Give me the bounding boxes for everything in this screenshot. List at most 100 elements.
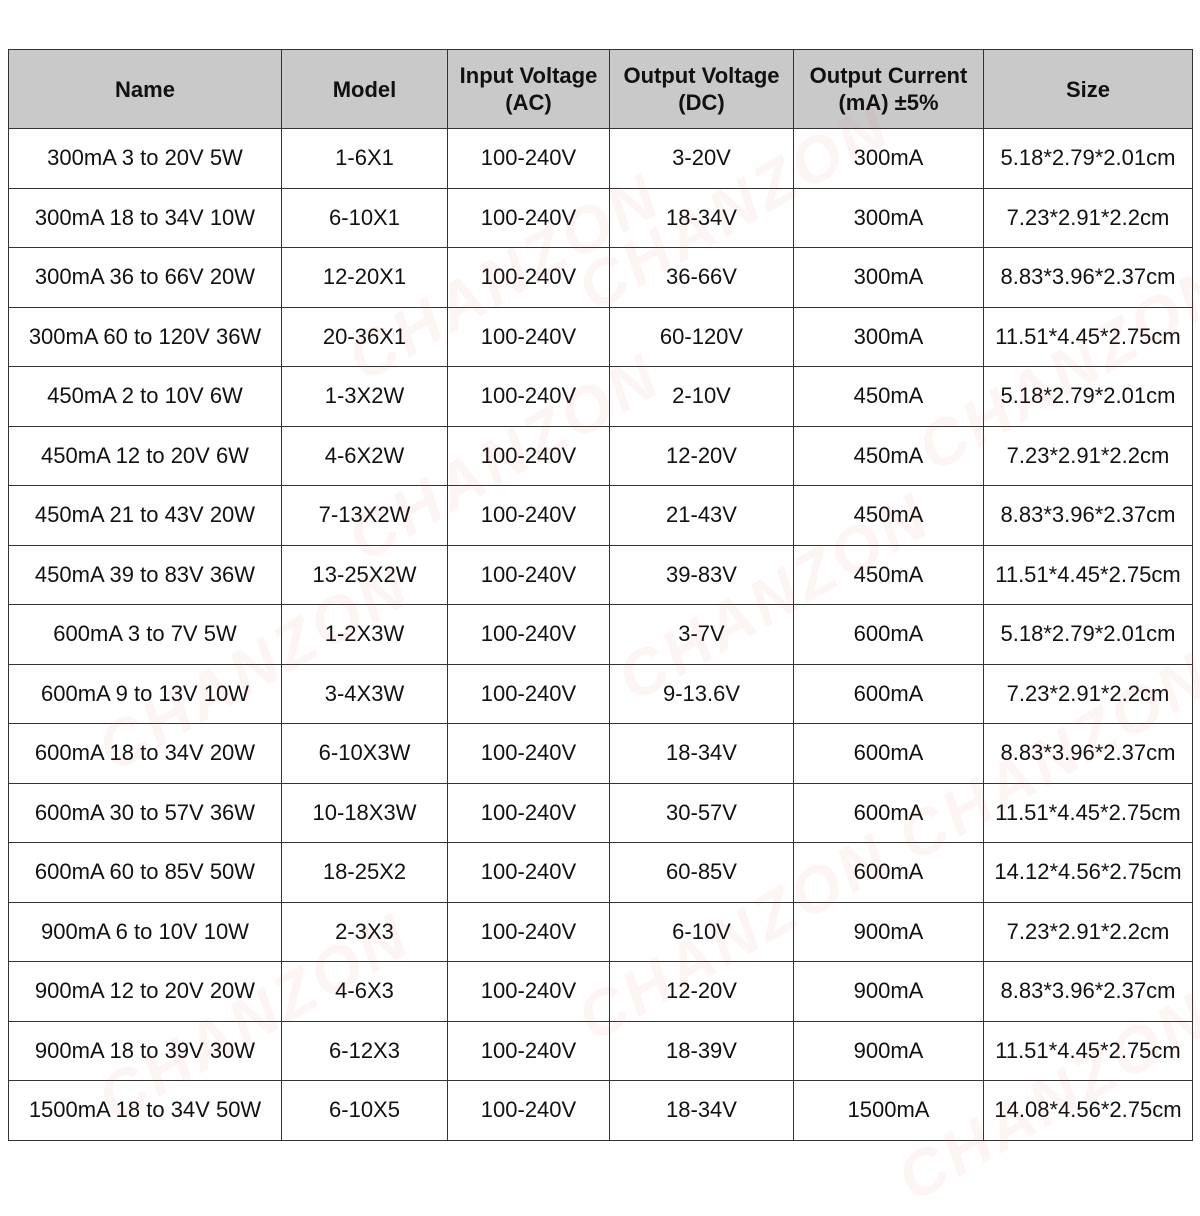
cell-output-voltage: 30-57V [609, 782, 794, 843]
cell-output-current: 600mA [793, 842, 984, 903]
cell-name: 450mA 21 to 43V 20W [8, 485, 282, 546]
header-output-current: Output Current (mA) ±5% [793, 49, 984, 129]
table-row: 450mA 21 to 43V 20W 7-13X2W 100-240V 21-43V… [8, 485, 1193, 546]
cell-input-voltage: 100-240V [447, 128, 610, 189]
cell-name: 300mA 18 to 34V 10W [8, 187, 282, 248]
cell-name: 450mA 2 to 10V 6W [8, 366, 282, 427]
table-row: 450mA 12 to 20V 6W 4-6X2W 100-240V 12-20V 45… [8, 425, 1193, 486]
cell-input-voltage: 100-240V [447, 544, 610, 605]
table-row: 450mA 39 to 83V 36W 13-25X2W 100-240V 39-83… [8, 544, 1193, 605]
cell-name: 600mA 9 to 13V 10W [8, 663, 282, 724]
cell-model: 7-13X2W [281, 485, 448, 546]
table-body: 300mA 3 to 20V 5W 1-6X1 100-240V 3-20V 300mA… [8, 128, 1193, 1141]
cell-input-voltage: 100-240V [447, 604, 610, 665]
cell-output-voltage: 21-43V [609, 485, 794, 546]
table-row: 900mA 18 to 39V 30W 6-12X3 100-240V 18-39V 9… [8, 1020, 1193, 1081]
cell-size: 5.18*2.79*2.01cm [983, 128, 1193, 189]
cell-output-current: 600mA [793, 723, 984, 784]
cell-input-voltage: 100-240V [447, 1080, 610, 1141]
cell-output-voltage: 18-39V [609, 1020, 794, 1081]
cell-input-voltage: 100-240V [447, 247, 610, 308]
cell-size: 5.18*2.79*2.01cm [983, 604, 1193, 665]
table-row: 300mA 18 to 34V 10W 6-10X1 100-240V 18-34V 3… [8, 187, 1193, 248]
cell-name: 600mA 30 to 57V 36W [8, 782, 282, 843]
cell-size: 7.23*2.91*2.2cm [983, 663, 1193, 724]
cell-input-voltage: 100-240V [447, 485, 610, 546]
cell-input-voltage: 100-240V [447, 425, 610, 486]
cell-model: 6-10X1 [281, 187, 448, 248]
cell-output-current: 900mA [793, 901, 984, 962]
cell-name: 600mA 18 to 34V 20W [8, 723, 282, 784]
cell-output-current: 450mA [793, 366, 984, 427]
cell-output-voltage: 3-20V [609, 128, 794, 189]
cell-size: 7.23*2.91*2.2cm [983, 425, 1193, 486]
cell-output-voltage: 18-34V [609, 187, 794, 248]
cell-size: 11.51*4.45*2.75cm [983, 306, 1193, 367]
cell-output-voltage: 18-34V [609, 723, 794, 784]
cell-model: 6-12X3 [281, 1020, 448, 1081]
header-output-voltage: Output Voltage (DC) [609, 49, 794, 129]
cell-size: 8.83*3.96*2.37cm [983, 723, 1193, 784]
cell-output-voltage: 2-10V [609, 366, 794, 427]
cell-model: 12-20X1 [281, 247, 448, 308]
cell-output-voltage: 39-83V [609, 544, 794, 605]
table-row: 600mA 9 to 13V 10W 3-4X3W 100-240V 9-13.6V 6… [8, 663, 1193, 724]
cell-size: 5.18*2.79*2.01cm [983, 366, 1193, 427]
cell-name: 900mA 12 to 20V 20W [8, 961, 282, 1022]
cell-model: 20-36X1 [281, 306, 448, 367]
cell-model: 18-25X2 [281, 842, 448, 903]
cell-size: 11.51*4.45*2.75cm [983, 1020, 1193, 1081]
table-row: 900mA 12 to 20V 20W 4-6X3 100-240V 12-20V 90… [8, 961, 1193, 1022]
table-row: 300mA 3 to 20V 5W 1-6X1 100-240V 3-20V 300mA… [8, 128, 1193, 189]
cell-output-current: 600mA [793, 663, 984, 724]
cell-model: 4-6X3 [281, 961, 448, 1022]
cell-output-voltage: 6-10V [609, 901, 794, 962]
cell-output-voltage: 3-7V [609, 604, 794, 665]
cell-name: 900mA 18 to 39V 30W [8, 1020, 282, 1081]
table-row: 600mA 60 to 85V 50W 18-25X2 100-240V 60-85V… [8, 842, 1193, 903]
table-row: 600mA 3 to 7V 5W 1-2X3W 100-240V 3-7V 600mA 5… [8, 604, 1193, 665]
cell-output-voltage: 60-85V [609, 842, 794, 903]
cell-input-voltage: 100-240V [447, 842, 610, 903]
cell-input-voltage: 100-240V [447, 901, 610, 962]
cell-model: 3-4X3W [281, 663, 448, 724]
cell-output-current: 1500mA [793, 1080, 984, 1141]
header-name: Name [8, 49, 282, 129]
cell-output-current: 300mA [793, 187, 984, 248]
cell-output-voltage: 18-34V [609, 1080, 794, 1141]
header-row: Name Model Input Voltage (AC) Output Voltage… [8, 49, 1193, 129]
cell-input-voltage: 100-240V [447, 1020, 610, 1081]
cell-model: 1-6X1 [281, 128, 448, 189]
cell-size: 7.23*2.91*2.2cm [983, 187, 1193, 248]
header-size: Size [983, 49, 1193, 129]
cell-input-voltage: 100-240V [447, 187, 610, 248]
cell-model: 4-6X2W [281, 425, 448, 486]
cell-output-current: 600mA [793, 782, 984, 843]
cell-name: 450mA 39 to 83V 36W [8, 544, 282, 605]
table-row: 450mA 2 to 10V 6W 1-3X2W 100-240V 2-10V 450m… [8, 366, 1193, 427]
cell-output-current: 300mA [793, 306, 984, 367]
cell-input-voltage: 100-240V [447, 782, 610, 843]
table-row: 300mA 60 to 120V 36W 20-36X1 100-240V 60-12… [8, 306, 1193, 367]
header-model: Model [281, 49, 448, 129]
cell-model: 1-2X3W [281, 604, 448, 665]
cell-model: 2-3X3 [281, 901, 448, 962]
cell-model: 6-10X3W [281, 723, 448, 784]
cell-output-current: 300mA [793, 128, 984, 189]
cell-output-voltage: 60-120V [609, 306, 794, 367]
cell-output-current: 600mA [793, 604, 984, 665]
table-row: 600mA 30 to 57V 36W 10-18X3W 100-240V 30-57… [8, 782, 1193, 843]
cell-input-voltage: 100-240V [447, 663, 610, 724]
cell-name: 300mA 3 to 20V 5W [8, 128, 282, 189]
cell-name: 600mA 3 to 7V 5W [8, 604, 282, 665]
cell-output-current: 900mA [793, 1020, 984, 1081]
cell-model: 6-10X5 [281, 1080, 448, 1141]
cell-model: 10-18X3W [281, 782, 448, 843]
cell-size: 11.51*4.45*2.75cm [983, 544, 1193, 605]
cell-output-voltage: 9-13.6V [609, 663, 794, 724]
table-row: 600mA 18 to 34V 20W 6-10X3W 100-240V 18-34V… [8, 723, 1193, 784]
cell-size: 14.08*4.56*2.75cm [983, 1080, 1193, 1141]
cell-input-voltage: 100-240V [447, 723, 610, 784]
cell-size: 8.83*3.96*2.37cm [983, 247, 1193, 308]
cell-name: 1500mA 18 to 34V 50W [8, 1080, 282, 1141]
